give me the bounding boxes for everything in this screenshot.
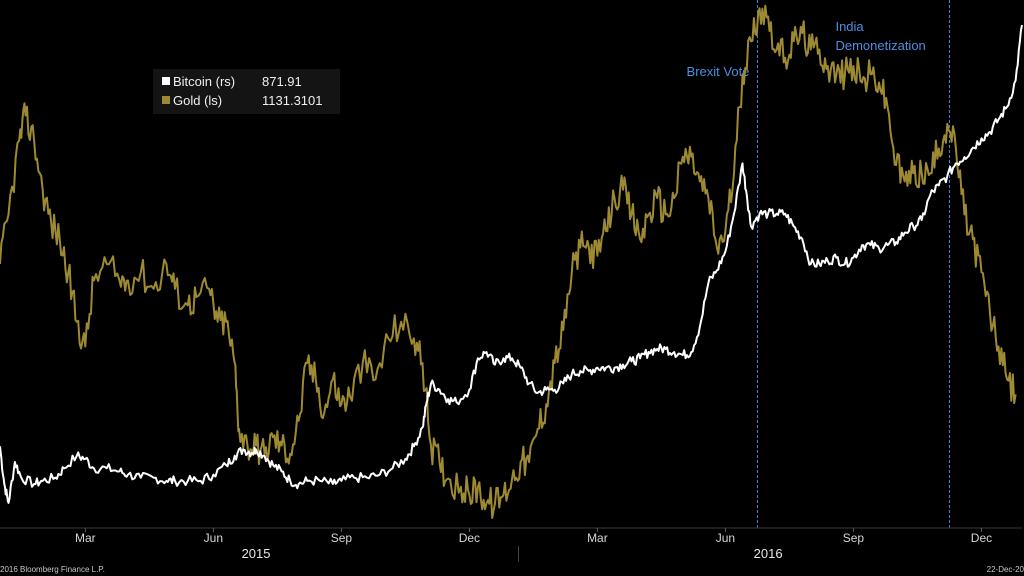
x-tick-label: Mar xyxy=(587,531,608,545)
legend-label-bitcoin: Bitcoin (rs) xyxy=(173,74,235,89)
legend-value-gold: 1131.3101 xyxy=(262,93,323,108)
x-tick-label: Jun xyxy=(716,531,735,545)
x-axis: Mar Jun Sep Dec Mar Jun Sep Dec 2015 2016 xyxy=(0,527,1022,562)
footer-copyright: 2016 Bloomberg Finance L.P. xyxy=(0,565,105,574)
x-tick-label: Sep xyxy=(843,531,865,545)
x-year-label: 2015 xyxy=(242,546,271,561)
series-lines xyxy=(0,4,1023,519)
x-year-label: 2016 xyxy=(754,546,783,561)
x-tick-label: Sep xyxy=(331,531,353,545)
event-label: Brexit Vote xyxy=(687,64,750,79)
x-tick-label: Jun xyxy=(204,531,223,545)
series-line-gold xyxy=(0,4,1017,519)
legend-label-gold: Gold (ls) xyxy=(173,93,222,108)
footer-date: 22-Dec-20 xyxy=(987,565,1024,574)
event-lines: Brexit Vote India Demonetization xyxy=(687,0,950,528)
x-tick-label: Dec xyxy=(459,531,480,545)
legend-value-bitcoin: 871.91 xyxy=(262,74,302,89)
legend-box xyxy=(153,69,340,114)
x-tick-label: Dec xyxy=(971,531,992,545)
legend: Bitcoin (rs) 871.91 Gold (ls) 1131.3101 xyxy=(153,69,340,114)
event-label: Demonetization xyxy=(835,38,925,53)
legend-swatch-gold xyxy=(162,96,170,104)
event-label: India xyxy=(835,19,864,34)
series-line-bitcoin xyxy=(0,24,1023,504)
x-tick-label: Mar xyxy=(75,531,96,545)
legend-swatch-bitcoin xyxy=(162,77,170,85)
